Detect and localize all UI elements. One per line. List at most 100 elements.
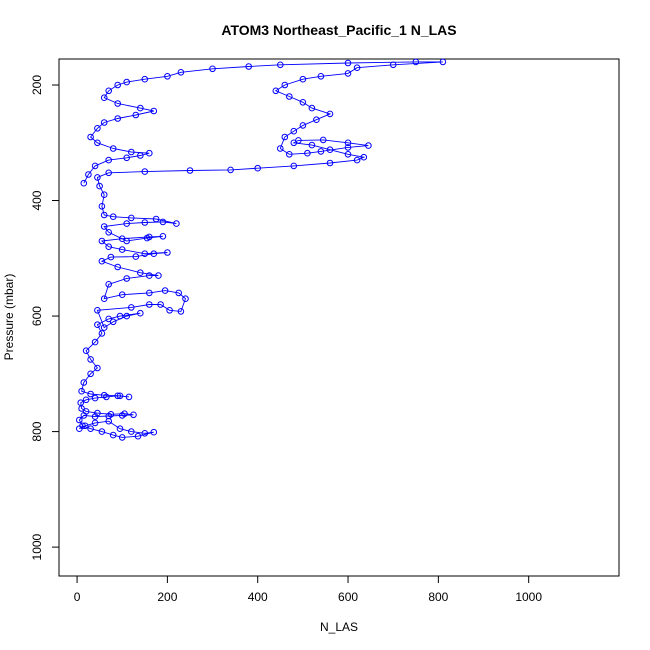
data-point [94, 307, 101, 314]
data-point [132, 111, 140, 119]
data-point [137, 269, 144, 277]
data-point [123, 237, 130, 245]
data-point [76, 416, 83, 424]
data-point [146, 301, 153, 308]
data-point [326, 146, 334, 153]
x-axis: 0 200 400 600 800 1000 [74, 575, 542, 604]
data-point [109, 145, 117, 152]
data-point [137, 309, 144, 317]
data-point [186, 167, 194, 174]
data-point [146, 289, 153, 297]
data-point [146, 272, 153, 279]
data-point [299, 99, 307, 106]
data-point [118, 434, 126, 441]
y-tick-label: 200 [30, 75, 44, 95]
data-point [121, 410, 128, 418]
data-point [100, 119, 108, 126]
chart-title: ATOM3 Northeast_Pacific_1 N_LAS [221, 22, 456, 38]
data-point [227, 166, 234, 174]
data-point [100, 324, 108, 331]
data-point [114, 392, 121, 400]
data-point [150, 250, 158, 257]
data-point [100, 211, 108, 219]
data-point [87, 425, 94, 433]
data-point [137, 152, 144, 159]
data-point [313, 116, 320, 123]
data-point [281, 133, 289, 141]
data-point [286, 93, 293, 100]
data-point [128, 428, 135, 435]
series-line [78, 61, 443, 438]
data-point [164, 73, 171, 80]
data-point [152, 215, 160, 223]
data-point [94, 321, 101, 329]
data-point [125, 393, 133, 401]
data-point [123, 312, 130, 320]
data-point [80, 179, 88, 187]
data-point [96, 182, 103, 190]
data-point [150, 107, 158, 115]
data-point [141, 219, 149, 226]
data-point [141, 168, 149, 175]
data-point [81, 422, 89, 430]
data-point [98, 257, 106, 265]
data-point [94, 174, 101, 181]
plot-area [76, 58, 447, 441]
data-point [91, 419, 99, 427]
data-point [116, 392, 124, 400]
data-point [105, 87, 112, 95]
data-point [82, 396, 90, 404]
data-point [98, 203, 106, 210]
data-point [177, 308, 185, 315]
data-point [245, 63, 252, 70]
data-point [105, 281, 112, 288]
data-point [98, 330, 106, 337]
data-point [141, 250, 149, 257]
data-point [105, 229, 112, 236]
data-point [161, 287, 169, 294]
data-point [118, 291, 126, 299]
data-point [107, 253, 115, 261]
data-point [146, 149, 153, 157]
data-point [116, 312, 124, 320]
data-point [100, 391, 108, 399]
data-point [175, 289, 182, 297]
data-point [109, 431, 117, 439]
data-point [87, 356, 94, 363]
data-point [166, 307, 173, 314]
data-point [317, 148, 325, 155]
data-point [344, 151, 352, 158]
x-tick-label: 0 [74, 590, 81, 604]
data-point [78, 387, 85, 395]
x-tick-label: 200 [157, 590, 177, 604]
data-point [132, 253, 140, 260]
data-point [150, 428, 158, 436]
data-point [105, 156, 112, 164]
data-point [155, 272, 162, 279]
data-point [295, 137, 302, 144]
data-point [91, 162, 99, 170]
data-point [114, 263, 121, 271]
y-tick-label: 800 [30, 421, 44, 441]
data-point [123, 154, 130, 162]
data-point [85, 171, 92, 178]
data-point [100, 191, 108, 198]
data-point [128, 304, 135, 311]
data-point [277, 61, 284, 69]
data-point [319, 136, 327, 144]
x-axis-label: N_LAS [320, 620, 358, 634]
data-point [439, 58, 447, 66]
y-axis-label: Pressure (mbar) [2, 274, 16, 361]
x-tick-label: 800 [428, 590, 448, 604]
data-point [137, 104, 144, 112]
y-axis: 200 400 600 800 1000 [30, 75, 60, 560]
data-point [118, 246, 126, 253]
data-point [177, 69, 185, 76]
data-point [105, 169, 112, 177]
data-point [308, 141, 316, 149]
data-point [143, 234, 151, 242]
data-point [326, 110, 334, 118]
y-tick-label: 1000 [30, 533, 44, 560]
data-point [173, 220, 180, 227]
